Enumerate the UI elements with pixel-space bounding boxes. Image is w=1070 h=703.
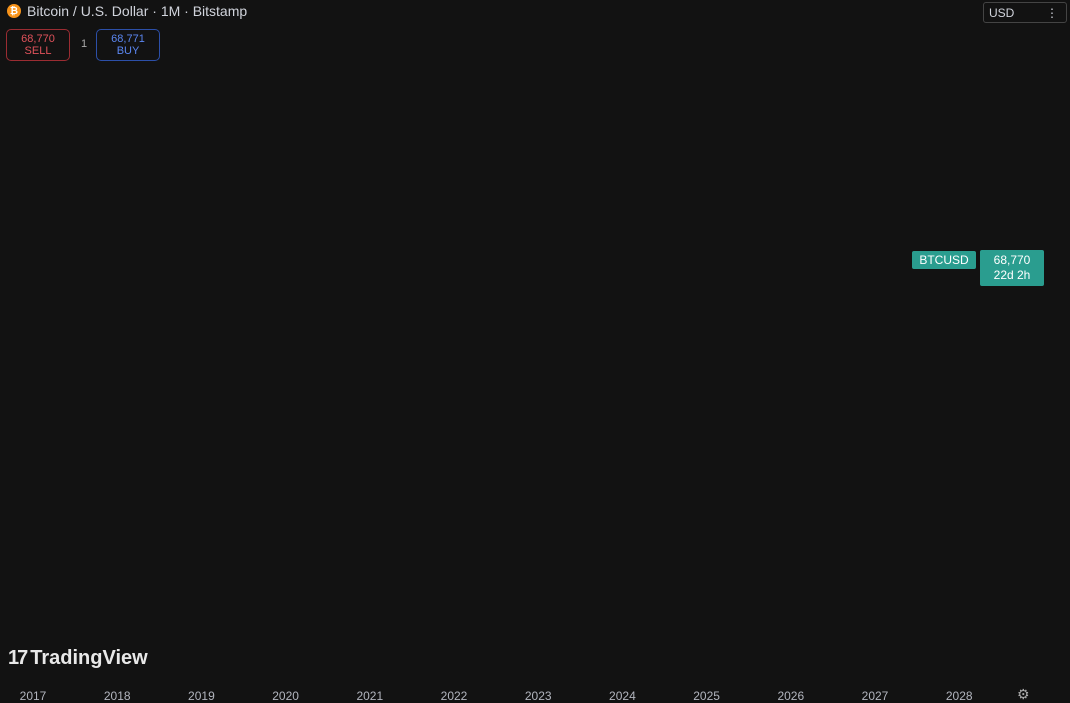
- sell-button[interactable]: 68,770 SELL: [6, 29, 70, 61]
- buy-price: 68,771: [111, 33, 145, 45]
- x-tick-label: 2021: [356, 689, 383, 703]
- bitcoin-icon: ₿: [7, 4, 21, 18]
- x-tick-label: 2019: [188, 689, 215, 703]
- x-tick-label: 2025: [693, 689, 720, 703]
- currency-select[interactable]: USD ⋮: [983, 2, 1067, 23]
- x-tick-label: 2022: [441, 689, 468, 703]
- tradingview-logo[interactable]: 17 TradingView: [8, 647, 148, 670]
- gear-icon[interactable]: ⚙: [1017, 686, 1030, 702]
- more-vertical-icon[interactable]: ⋮: [1046, 6, 1058, 20]
- x-tick-label: 2020: [272, 689, 299, 703]
- x-tick-label: 2023: [525, 689, 552, 703]
- x-tick-label: 2027: [862, 689, 889, 703]
- bar-countdown: 22d 2h: [993, 268, 1031, 282]
- buy-button[interactable]: 68,771 BUY: [96, 29, 160, 61]
- x-tick-label: 2018: [104, 689, 131, 703]
- x-tick-label: 2028: [946, 689, 973, 703]
- tradingview-icon: 17: [8, 647, 28, 669]
- symbol-tag: BTCUSD: [912, 251, 976, 269]
- symbol-title[interactable]: Bitcoin / U.S. Dollar · 1M · Bitstamp: [27, 3, 248, 19]
- x-tick-label: 2024: [609, 689, 636, 703]
- last-price: 68,770: [993, 253, 1031, 267]
- spread-value: 1: [81, 38, 88, 50]
- currency-label: USD: [989, 6, 1015, 20]
- tradingview-wordmark: TradingView: [30, 647, 148, 669]
- x-tick-label: 2026: [777, 689, 804, 703]
- last-price-tag: 68,770 22d 2h: [980, 250, 1044, 286]
- chart-header: ₿ Bitcoin / U.S. Dollar · 1M · Bitstamp: [7, 3, 247, 19]
- buy-label: BUY: [116, 45, 140, 57]
- sell-label: SELL: [24, 45, 52, 57]
- sell-price: 68,770: [21, 33, 55, 45]
- x-tick-label: 2017: [20, 689, 47, 703]
